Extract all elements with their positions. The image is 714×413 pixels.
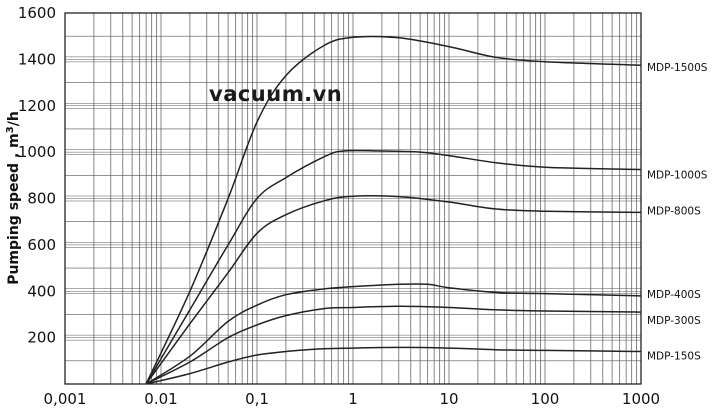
y-axis-label: Pumping speed , m3/h	[5, 111, 22, 285]
series-labels: MDP-1500S MDP-1000S MDP-800S MDP-400S MDP-30…	[647, 62, 708, 362]
x-tick-label: 1000	[622, 390, 660, 408]
y-tick-label: 1400	[18, 50, 56, 68]
y-tick-label: 1000	[18, 143, 56, 161]
series-curves	[145, 35, 642, 385]
series-label-mdp-300s: MDP-300S	[647, 315, 701, 327]
watermark-text: vacuum.vn	[209, 82, 342, 106]
series-label-mdp-150s: MDP-150S	[647, 351, 701, 363]
y-tick-label: 200	[27, 329, 56, 347]
x-tick-label: 0,1	[245, 390, 269, 408]
y-axis-label-superscript: 3	[5, 126, 16, 133]
y-tick-label: 400	[27, 282, 56, 300]
series-line-mdp-400s	[145, 283, 642, 385]
series-label-mdp-400s: MDP-400S	[647, 289, 701, 301]
plot-frame	[64, 12, 642, 385]
series-label-mdp-1000s: MDP-1000S	[647, 170, 708, 182]
y-tick-labels: 200 400 600 800 1000 1200 1400 1600	[18, 4, 56, 347]
y-tick-label: 800	[27, 190, 56, 208]
x-tick-label: 100	[531, 390, 560, 408]
series-line-mdp-1000s	[145, 149, 642, 385]
series-line-mdp-800s	[145, 195, 642, 385]
series-label-mdp-800s: MDP-800S	[647, 205, 701, 217]
x-tick-label: 0.01	[144, 390, 177, 408]
series-line-mdp-300s	[145, 305, 642, 385]
x-tick-labels: 0,001 0.01 0,1 1 10 100 1000	[44, 390, 661, 408]
x-tick-label: 1	[348, 390, 358, 408]
x-tick-label: 0,001	[44, 390, 87, 408]
series-line-mdp-150s	[145, 346, 642, 385]
y-tick-label: 600	[27, 236, 56, 254]
series-label-mdp-1500s: MDP-1500S	[647, 62, 708, 74]
x-tick-label: 10	[439, 390, 458, 408]
grid	[64, 13, 641, 384]
y-axis-label-unit: /h	[6, 111, 22, 126]
series-line-mdp-1500s	[145, 35, 642, 385]
y-tick-label: 1600	[18, 4, 56, 22]
y-tick-label: 1200	[18, 97, 56, 115]
y-axis-label-main: Pumping speed , m	[6, 133, 22, 285]
